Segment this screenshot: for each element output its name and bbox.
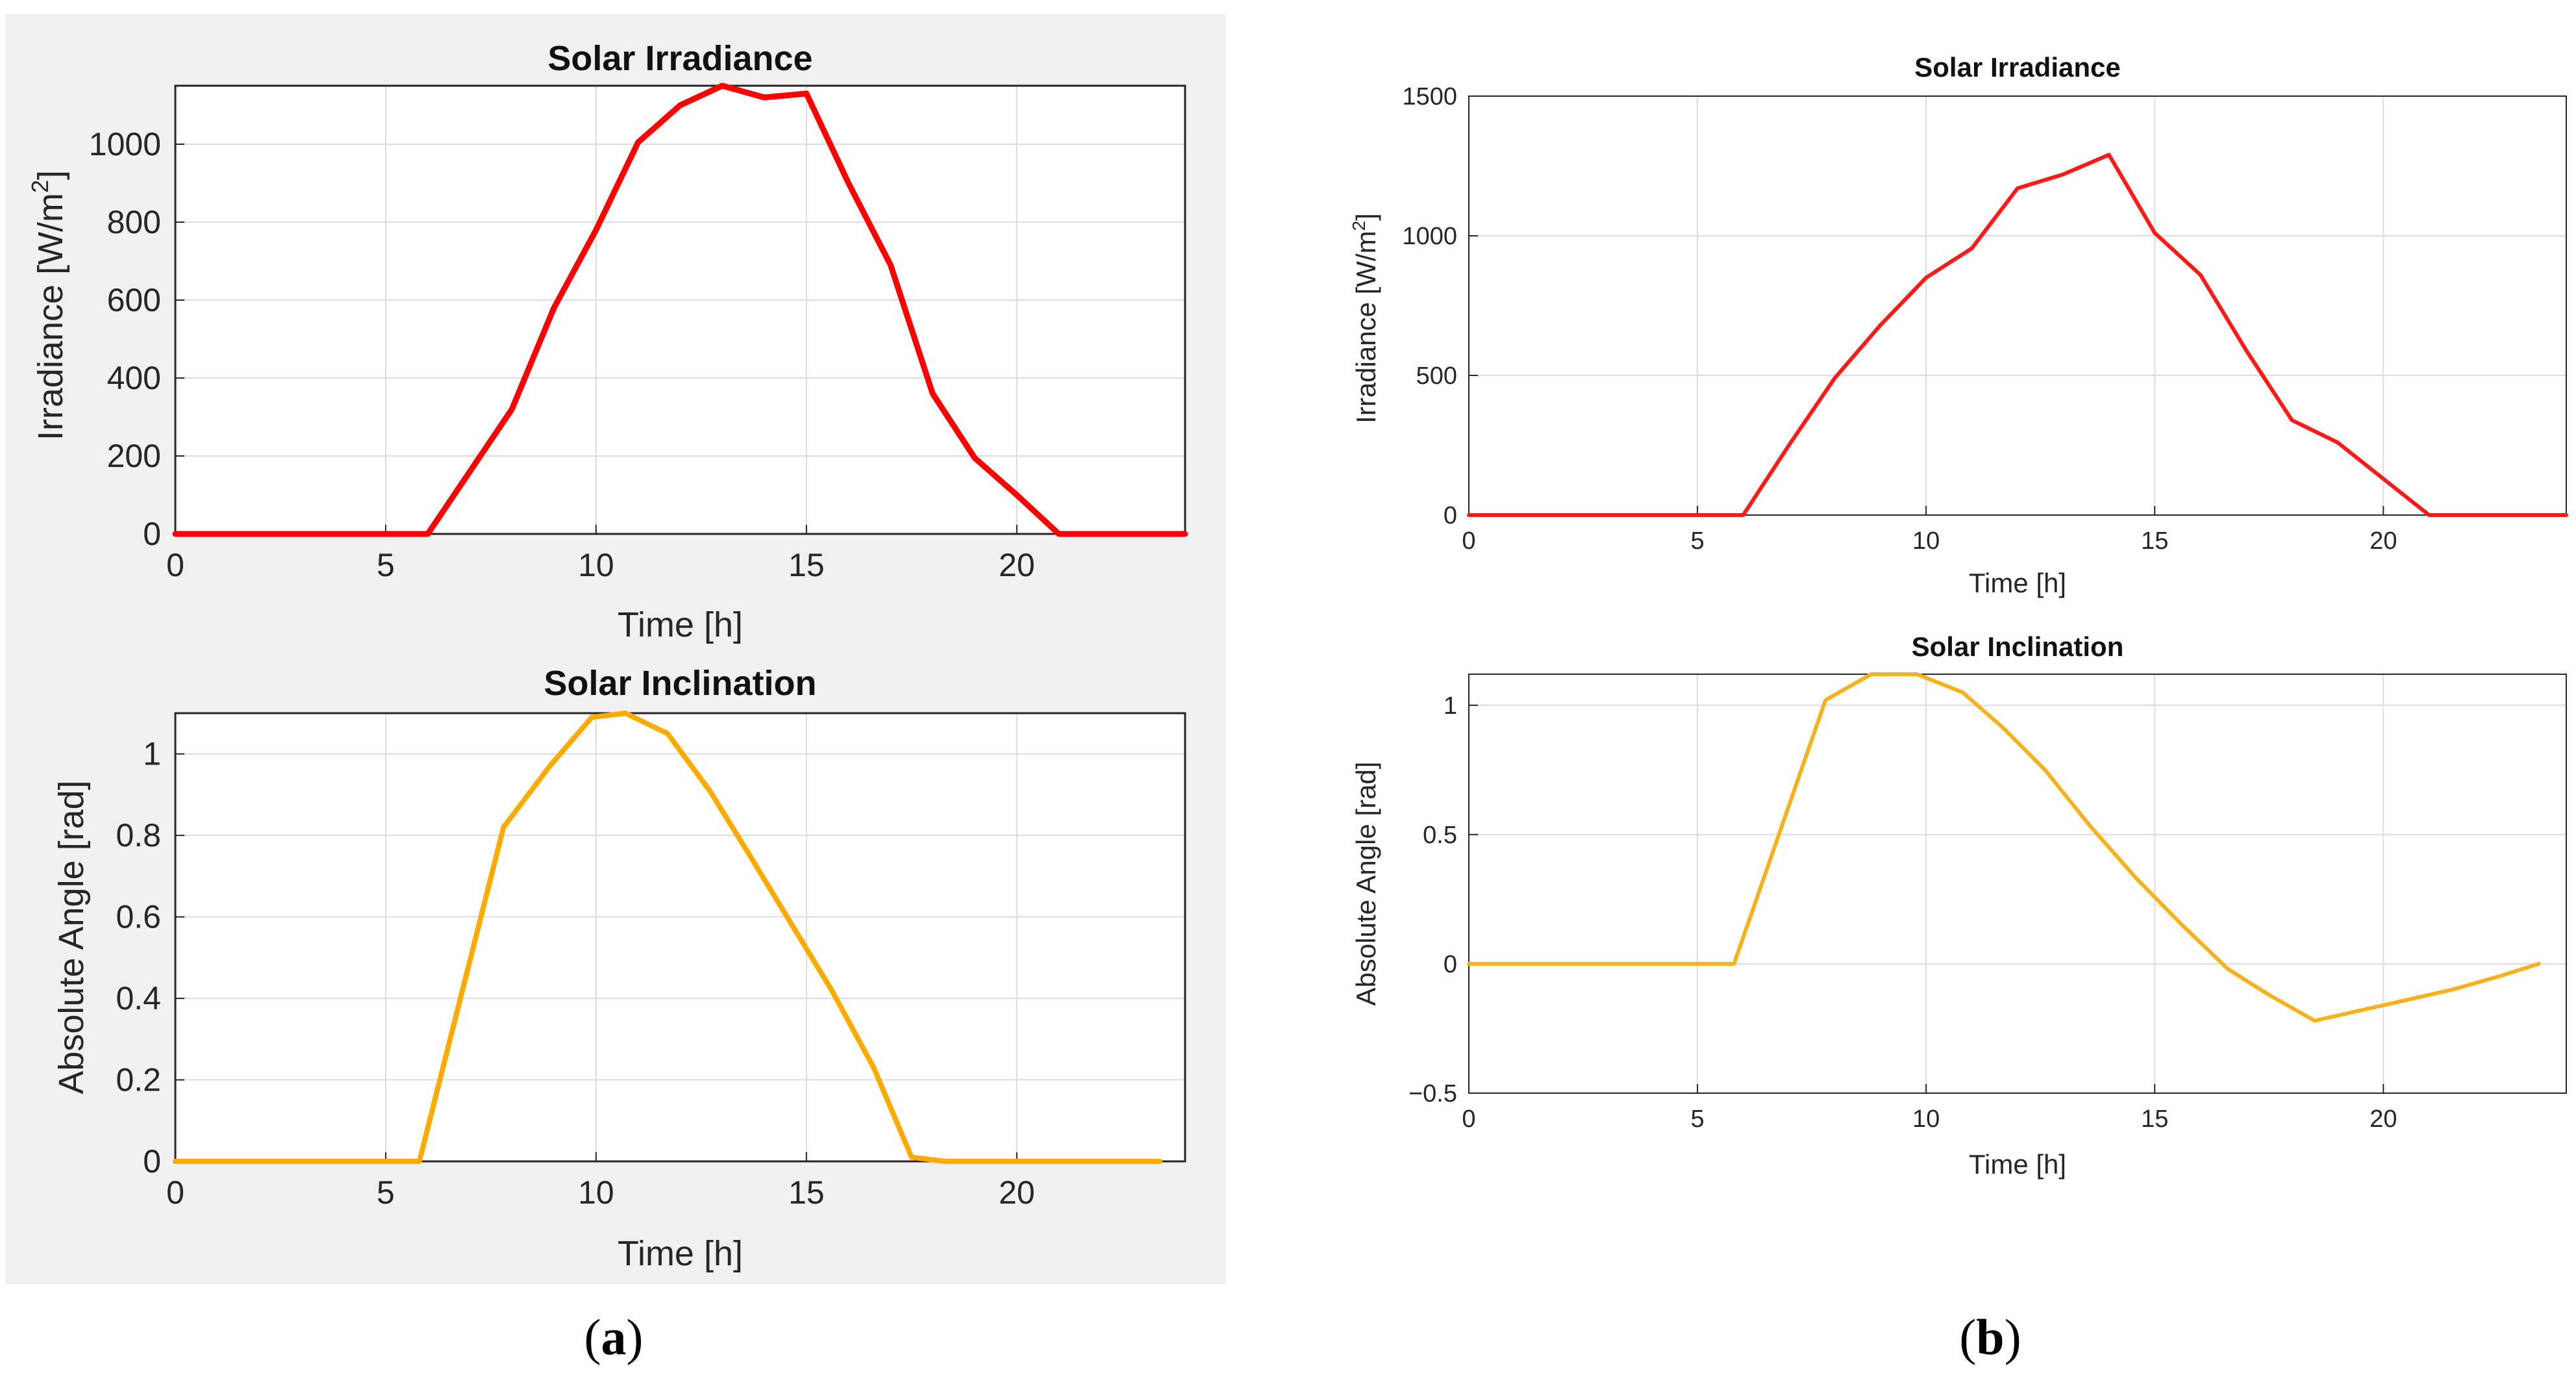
y-tick-label: 500 [1416,362,1457,390]
x-tick-label: 15 [788,1174,825,1211]
y-tick-label: 400 [107,360,161,396]
x-tick-label: 20 [2370,527,2397,555]
x-tick-label: 15 [2141,1105,2168,1133]
x-tick-label: 0 [166,1174,184,1211]
series-line-inclination [173,711,1163,1164]
x-axis-label: Time [h] [1969,1149,2066,1180]
x-tick-label: 10 [1912,527,1940,555]
y-tick-label: 0 [143,516,161,552]
y-tick-label: −0.5 [1408,1080,1457,1107]
x-tick-label: 0 [166,547,184,583]
x-tick-label: 20 [999,1174,1035,1211]
b-irradiance-ylabel: Irradiance [W/m2] [1349,213,1381,423]
plot-frame [1468,674,2567,1094]
x-tick-label: 10 [578,1174,614,1211]
chart-title: Solar Inclination [1912,631,2124,662]
chart-title: Solar Irradiance [547,39,812,78]
x-tick-label: 5 [377,547,395,583]
y-tick-label: 800 [107,204,161,240]
y-tick-label: 200 [107,438,161,474]
y-axis-label: Absolute Angle [rad] [1351,762,1381,1006]
x-tick-label: 15 [788,547,825,583]
x-tick-label: 0 [1462,527,1475,555]
x-tick-label: 5 [1691,1105,1705,1133]
chart-title: Solar Irradiance [1914,52,2120,82]
x-axis-label: Time [h] [618,605,743,644]
x-axis-label: Time [h] [618,1234,743,1273]
plot-frame [174,84,1186,535]
plot-area [174,84,1186,535]
plot-area [1468,674,2567,1094]
x-tick-label: 5 [377,1174,395,1211]
x-tick-label: 10 [578,547,614,583]
x-tick-label: 20 [999,547,1035,583]
chart-title: Solar Inclination [544,664,816,703]
y-tick-label: 1000 [1402,223,1457,250]
x-tick-label: 5 [1691,527,1705,555]
x-tick-label: 15 [2141,527,2168,555]
x-tick-label: 10 [1912,1105,1940,1133]
y-tick-label: 0.4 [116,980,161,1017]
x-tick-label: 0 [1462,1105,1475,1133]
x-axis-label: Time [h] [1969,568,2066,598]
chart-a-solar-inclination: 0 5 10 15 20 0 0.2 0.4 0.6 0.8 1 Solar Inclination T… [52,664,1186,1273]
caption-a: (a) [584,1309,644,1365]
y-tick-label: 1500 [1402,83,1457,110]
y-tick-label: 0.8 [116,817,161,853]
y-tick-label: 600 [107,282,161,318]
y-tick-label: 0 [1444,502,1457,529]
y-tick-label: 1 [1444,692,1457,720]
series-line-inclination [1467,672,2541,1023]
y-tick-label: 1000 [89,126,161,162]
plot-frame [1468,95,2567,516]
plot-area [174,712,1186,1163]
y-tick-label: 0 [143,1143,161,1180]
y-tick-label: 0.5 [1423,822,1457,849]
series-line-irradiance [1467,153,2568,517]
chart-b-solar-irradiance: 0 5 10 15 20 0 500 1000 1500 Solar Irradiance Time… [1402,52,2568,598]
y-tick-label: 1 [143,736,161,772]
series-line-irradiance [172,82,1188,537]
y-tick-label: 0.2 [116,1062,161,1098]
caption-b: (b) [1959,1309,2021,1365]
x-tick-label: 20 [2370,1105,2397,1133]
plot-area [1468,95,2567,516]
y-tick-label: 0 [1444,951,1457,978]
plot-frame [174,712,1186,1163]
y-axis-label: Absolute Angle [rad] [52,780,91,1094]
a-irradiance-ylabel: Irradiance [W/m2] [27,170,70,440]
y-tick-label: 0.6 [116,899,161,935]
